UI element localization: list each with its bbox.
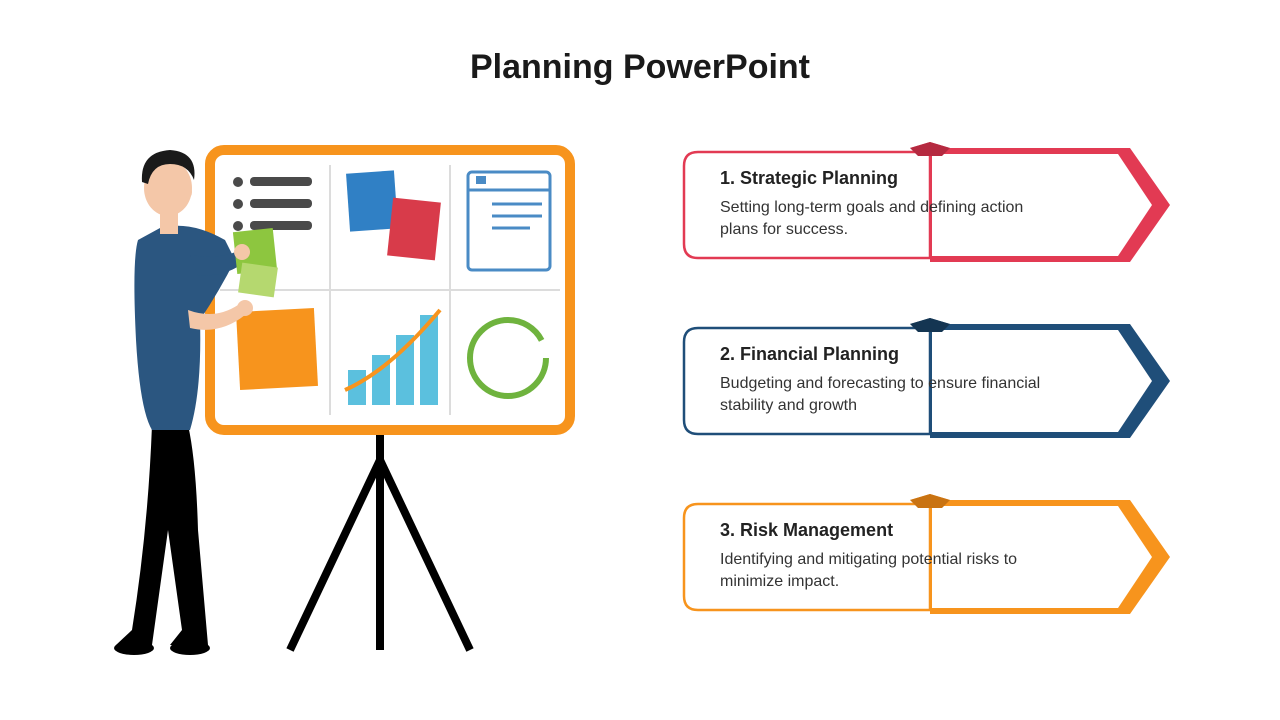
page-title: Planning PowerPoint — [0, 48, 1280, 87]
card-financial-planning: 2. Financial Planning Budgeting and fore… — [680, 316, 1180, 446]
card-body: Setting long-term goals and defining act… — [720, 197, 1060, 240]
card-title: 3. Risk Management — [720, 520, 1060, 541]
cards-container: 1. Strategic Planning Setting long-term … — [680, 140, 1200, 622]
planning-illustration — [60, 110, 620, 670]
card-strategic-planning: 1. Strategic Planning Setting long-term … — [680, 140, 1180, 270]
card-body: Budgeting and forecasting to ensure fina… — [720, 373, 1060, 416]
card-title: 1. Strategic Planning — [720, 168, 1060, 189]
card-body: Identifying and mitigating potential ris… — [720, 549, 1060, 592]
card-risk-management: 3. Risk Management Identifying and mitig… — [680, 492, 1180, 622]
card-title: 2. Financial Planning — [720, 344, 1060, 365]
